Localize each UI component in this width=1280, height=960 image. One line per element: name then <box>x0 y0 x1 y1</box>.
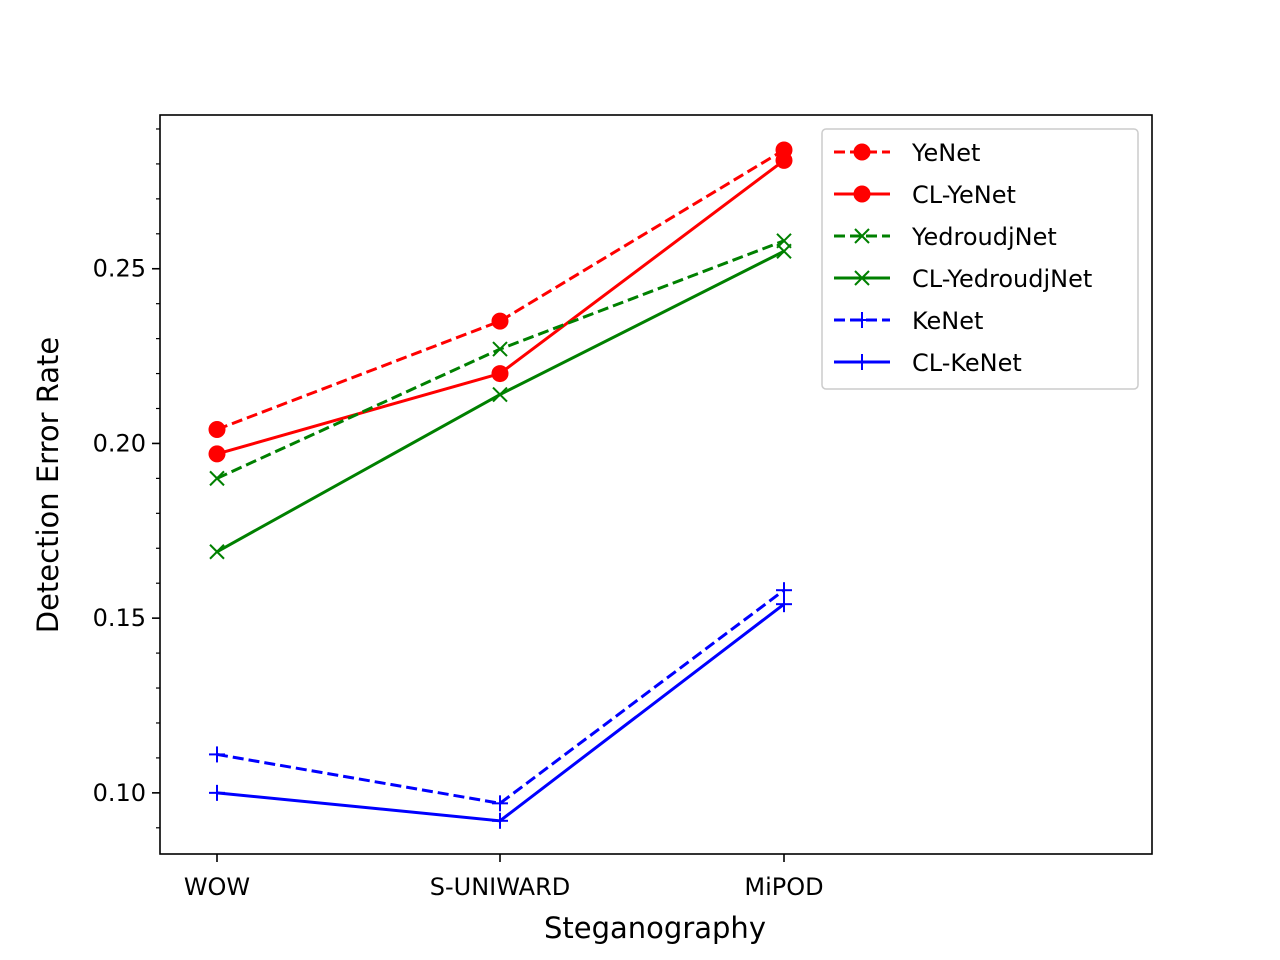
series-yenet <box>208 141 793 438</box>
y-axis-title: Detection Error Rate <box>31 337 65 634</box>
data-point <box>776 582 792 599</box>
x-tick-label: MiPOD <box>744 873 823 901</box>
data-point <box>491 312 509 330</box>
y-tick-label: 0.20 <box>93 429 146 457</box>
legend-label: CL-YeNet <box>912 181 1016 209</box>
plot-frame <box>159 114 1153 855</box>
series-kenet <box>209 582 792 812</box>
data-point <box>776 243 792 259</box>
data-point <box>492 386 508 403</box>
legend-entry: CL-KeNet <box>834 349 1022 377</box>
data-point <box>209 784 225 801</box>
legend-entry: CL-YeNet <box>834 181 1016 209</box>
series-cl-yedroudjnet <box>209 243 792 560</box>
legend-entry: KeNet <box>834 307 983 335</box>
legend-label: CL-KeNet <box>912 349 1022 377</box>
x-axis-title: Steganography <box>544 911 766 945</box>
data-point <box>776 596 792 613</box>
legend-marker <box>853 185 871 203</box>
legend-marker <box>854 228 870 244</box>
legend-entry: YedroudjNet <box>834 223 1057 251</box>
series-cl-yenet <box>208 151 793 463</box>
legend: YeNet CL-YeNet YedroudjNet CL-YedroudjNet Ke… <box>821 128 1139 390</box>
legend-marker <box>854 312 870 328</box>
legend-marker <box>853 143 871 161</box>
series-yedroudjnet <box>209 233 792 487</box>
y-tick-label: 0.25 <box>93 255 146 283</box>
x-tick-label: WOW <box>184 873 250 901</box>
data-point <box>492 812 508 829</box>
legend-marker <box>854 270 870 286</box>
legend-label: KeNet <box>912 307 983 335</box>
axes-layer: WOW S-UNIWARD MiPOD 0.10 0.15 0.20 0.25 <box>93 128 824 901</box>
data-point <box>492 795 508 812</box>
legend-entry: CL-YedroudjNet <box>834 265 1092 293</box>
legend-entry: YeNet <box>834 139 980 167</box>
series-line <box>216 148 785 431</box>
legend-label: YedroudjNet <box>911 223 1057 251</box>
legend-box <box>821 128 1139 390</box>
legend-label: YeNet <box>911 139 980 167</box>
series-layer <box>208 141 793 829</box>
data-point <box>209 746 225 763</box>
series-cl-kenet <box>209 596 792 829</box>
data-point <box>208 420 226 438</box>
data-point <box>775 151 793 169</box>
x-tick-label: S-UNIWARD <box>430 873 570 901</box>
data-point <box>491 365 509 383</box>
data-point <box>492 341 508 357</box>
legend-label: CL-YedroudjNet <box>912 265 1092 293</box>
y-tick-label: 0.10 <box>93 779 146 807</box>
data-point <box>209 470 225 487</box>
data-point <box>209 544 225 560</box>
data-point <box>208 445 226 463</box>
legend-marker <box>854 354 870 370</box>
y-tick-label: 0.15 <box>93 604 146 632</box>
